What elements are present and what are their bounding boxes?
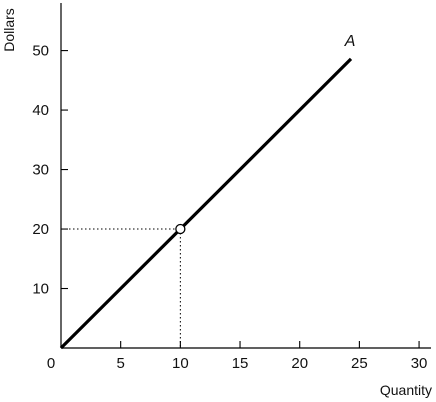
series-line-A [59, 57, 353, 350]
x-tick-label-15: 15 [232, 355, 249, 372]
x-tick-label-10: 10 [172, 355, 189, 372]
y-tick-label-30: 30 [32, 162, 49, 179]
x-tick-label-30: 30 [411, 355, 428, 372]
axes [60, 3, 431, 349]
x-tick-label-25: 25 [351, 355, 368, 372]
x-axis-title: Quantity [380, 382, 432, 398]
highlight-point [175, 223, 186, 235]
y-axis-title: Dollars [1, 8, 17, 52]
x-tick-label-5: 5 [117, 355, 125, 372]
x-tick-label-0: 0 [47, 355, 55, 372]
x-tick-label-20: 20 [291, 355, 308, 372]
ticks: 0 5 10 15 20 25 30 10 20 30 40 50 [32, 43, 427, 372]
y-tick-label-40: 40 [32, 102, 49, 119]
series-label-A: A [344, 33, 356, 50]
y-tick-label-20: 20 [32, 221, 49, 238]
y-tick-label-50: 50 [32, 43, 49, 60]
series: A [59, 33, 356, 350]
y-tick-label-10: 10 [32, 281, 49, 298]
